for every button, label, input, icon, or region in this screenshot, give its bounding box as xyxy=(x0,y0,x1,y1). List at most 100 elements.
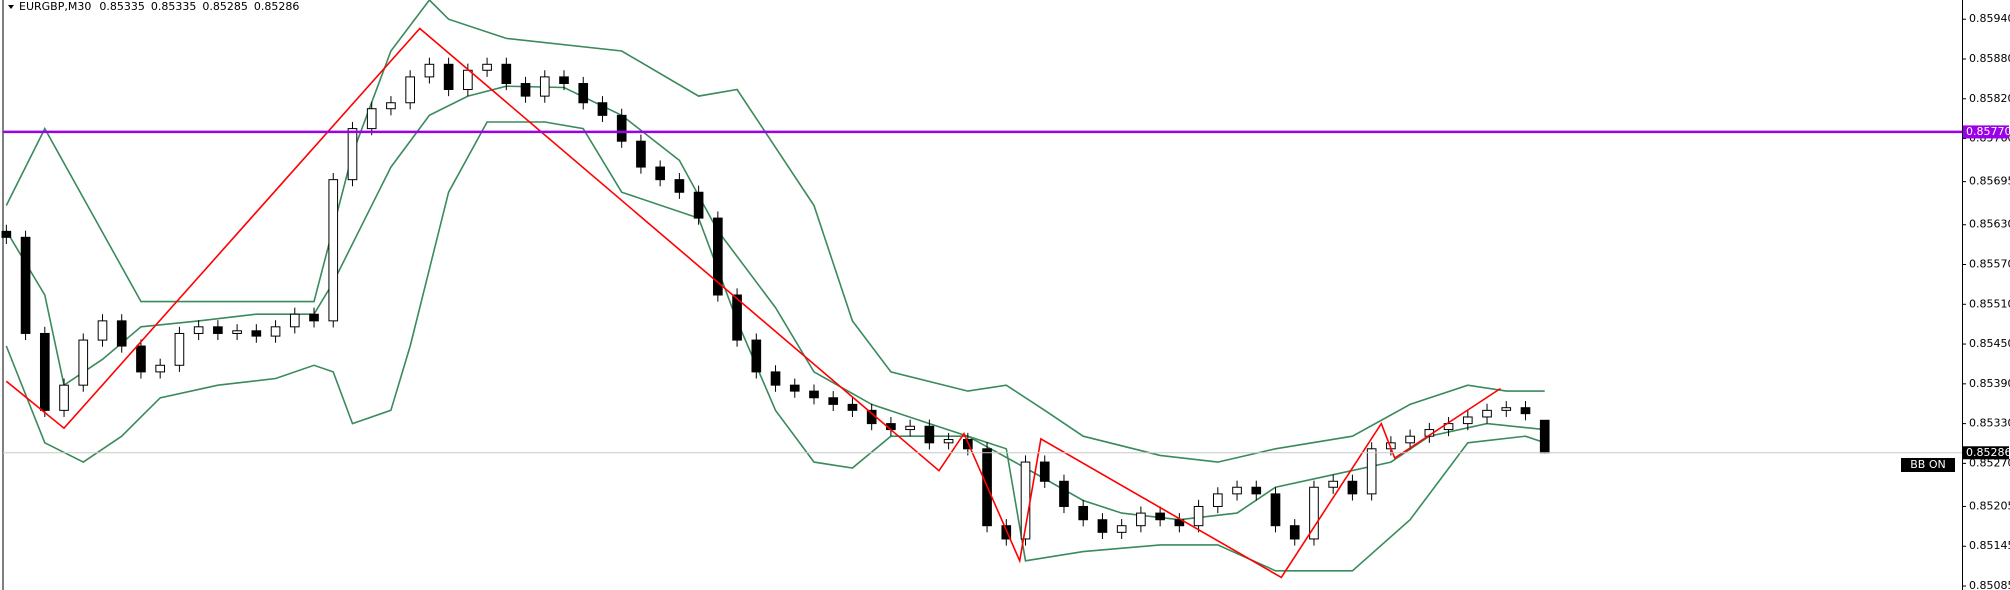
header-value: 0.85335 xyxy=(151,0,197,13)
candle-body xyxy=(501,63,512,85)
price-label: 0.85286 xyxy=(1966,446,2010,459)
candle-body xyxy=(366,108,377,130)
candle-body xyxy=(847,403,858,411)
candle-body xyxy=(1078,505,1089,521)
zigzag-line xyxy=(5,27,1501,579)
candle-body xyxy=(1251,486,1262,495)
candle-body xyxy=(1347,480,1358,495)
candle-body xyxy=(674,179,685,193)
candle-body xyxy=(289,313,300,328)
candle-body xyxy=(1193,505,1204,527)
y-tick-label: 0.85270 xyxy=(1969,456,2010,469)
candle-body xyxy=(905,425,915,431)
candle-body xyxy=(655,166,665,181)
candle-body xyxy=(539,76,550,97)
candle-body xyxy=(616,114,627,142)
candle-body xyxy=(155,364,166,373)
candle-body xyxy=(347,128,358,181)
candle-body xyxy=(463,69,473,90)
y-tick-label: 0.85390 xyxy=(1969,377,2010,390)
annotation: BB ON xyxy=(1910,458,1945,471)
y-tick-label: 0.85510 xyxy=(1969,297,2010,310)
candle-body xyxy=(251,330,262,337)
candle-body xyxy=(328,179,339,322)
symbol-title: EURGBP,M30 xyxy=(19,0,91,13)
y-tick-label: 0.85330 xyxy=(1969,417,2010,430)
candle-body xyxy=(136,345,146,373)
candle-body xyxy=(116,320,127,347)
candle-body xyxy=(1232,486,1242,495)
candle-body xyxy=(789,384,800,392)
header-toggle[interactable] xyxy=(8,5,14,9)
price-label: 0.85770 xyxy=(1966,125,2010,138)
candle-body xyxy=(1289,525,1300,540)
candle-body xyxy=(1001,525,1012,540)
candle-body xyxy=(1270,493,1281,527)
candle-body xyxy=(1520,407,1531,415)
candle-body xyxy=(1097,519,1108,533)
candle-body xyxy=(693,191,704,219)
candle-body xyxy=(405,76,415,104)
candle-body xyxy=(809,390,819,399)
candle-body xyxy=(1462,416,1473,425)
candle-body xyxy=(1482,409,1492,418)
y-tick-label: 0.85695 xyxy=(1969,175,2010,188)
candle-body xyxy=(597,102,608,116)
candle-body xyxy=(520,83,531,97)
candle-body xyxy=(1539,419,1550,454)
price-label-box xyxy=(1963,446,2009,460)
candle-body xyxy=(193,326,204,334)
candle-body xyxy=(713,217,723,296)
candle-body xyxy=(1,230,12,238)
header-value: 0.85285 xyxy=(202,0,248,13)
candle-body xyxy=(1155,512,1165,521)
candle-body xyxy=(578,83,589,104)
price-label-box xyxy=(1963,125,2009,139)
candle-body xyxy=(20,236,31,334)
y-tick-label: 0.85205 xyxy=(1969,499,2010,512)
candle-body xyxy=(770,371,781,386)
candle-body xyxy=(1059,480,1069,507)
y-tick-label: 0.85880 xyxy=(1969,52,2010,65)
candle-body xyxy=(59,384,69,411)
y-tick-label: 0.85145 xyxy=(1969,539,2010,552)
candle-body xyxy=(443,63,454,90)
y-tick-label: 0.85085 xyxy=(1969,579,2010,590)
candle-body xyxy=(482,63,492,71)
candle-body xyxy=(1405,435,1415,444)
candle-body xyxy=(751,339,762,373)
candle-body xyxy=(386,102,396,110)
candle-body xyxy=(78,339,89,386)
candle-body xyxy=(1328,480,1339,488)
header-value: 0.85286 xyxy=(254,0,300,13)
candle-body xyxy=(943,439,954,444)
y-tick-label: 0.85570 xyxy=(1969,258,2010,271)
y-tick-label: 0.85940 xyxy=(1969,12,2010,25)
candle-body xyxy=(1212,493,1223,507)
y-tick-label: 0.85450 xyxy=(1969,337,2010,350)
candle-body xyxy=(1309,486,1319,540)
candle-body xyxy=(732,294,742,341)
candle-body xyxy=(1116,525,1127,533)
candle-body xyxy=(1136,512,1146,527)
candle-body xyxy=(636,140,646,168)
candle-body xyxy=(924,425,935,444)
candle-body xyxy=(39,332,50,411)
bollinger-band xyxy=(5,0,1545,463)
annotation-box xyxy=(1901,458,1955,472)
candle-body xyxy=(559,76,569,85)
candle-body xyxy=(232,330,242,334)
y-tick-label: 0.85630 xyxy=(1969,218,2010,231)
y-tick-label: 0.85820 xyxy=(1969,92,2010,105)
candle-body xyxy=(270,326,281,337)
candle-body xyxy=(1039,461,1050,482)
candle-body xyxy=(97,320,108,341)
candle-body xyxy=(174,332,185,366)
header-value: 0.85335 xyxy=(99,0,145,13)
candle-body xyxy=(213,326,223,334)
candle-body xyxy=(1366,448,1377,495)
candle-body xyxy=(424,63,435,78)
candle-body xyxy=(1174,519,1185,527)
